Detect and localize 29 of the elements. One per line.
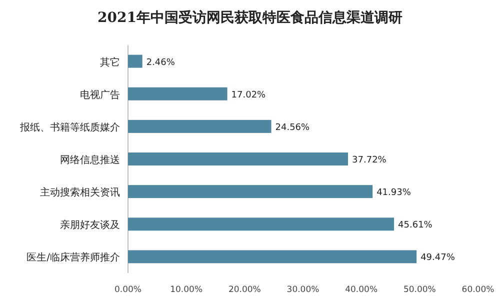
- bar: [128, 87, 228, 100]
- y-tick-label: 医生/临床营养师推介: [26, 252, 120, 264]
- y-tick-label: 亲朋好友谈及: [60, 219, 120, 232]
- x-tick-label: 60.00%: [462, 285, 494, 295]
- data-label: 37.72%: [352, 156, 387, 166]
- bar: [128, 120, 272, 133]
- data-label: 49.47%: [420, 253, 456, 264]
- y-tick-label: 电视广告: [80, 88, 120, 101]
- data-label: 41.93%: [376, 188, 412, 198]
- y-tick-label: 其它: [100, 56, 120, 68]
- y-tick-label: 报纸、书籍等纸质媒介: [19, 121, 120, 134]
- bar: [128, 185, 373, 198]
- data-label: 17.02%: [231, 90, 266, 100]
- data-label: 24.56%: [275, 122, 310, 133]
- bar: [128, 54, 142, 68]
- bar: [128, 152, 348, 166]
- x-tick-label: 30.00%: [286, 285, 320, 295]
- x-tick-label: 20.00%: [228, 285, 261, 295]
- bar: [128, 218, 394, 231]
- y-tick-label: 主动搜索相关资讯: [40, 186, 120, 199]
- x-tick-label: 50.00%: [403, 285, 436, 295]
- data-label: 2.46%: [146, 58, 176, 68]
- y-tick-label: 网络信息推送: [60, 154, 120, 166]
- x-tick-label: 10.00%: [170, 285, 203, 295]
- bar: [128, 250, 417, 264]
- x-tick-label: 40.00%: [345, 285, 378, 295]
- data-label: 45.61%: [398, 220, 433, 231]
- x-tick-label: 0.00%: [114, 285, 142, 295]
- chart-title: 2021年中国受访网民获取特医食品信息渠道调研: [98, 9, 402, 26]
